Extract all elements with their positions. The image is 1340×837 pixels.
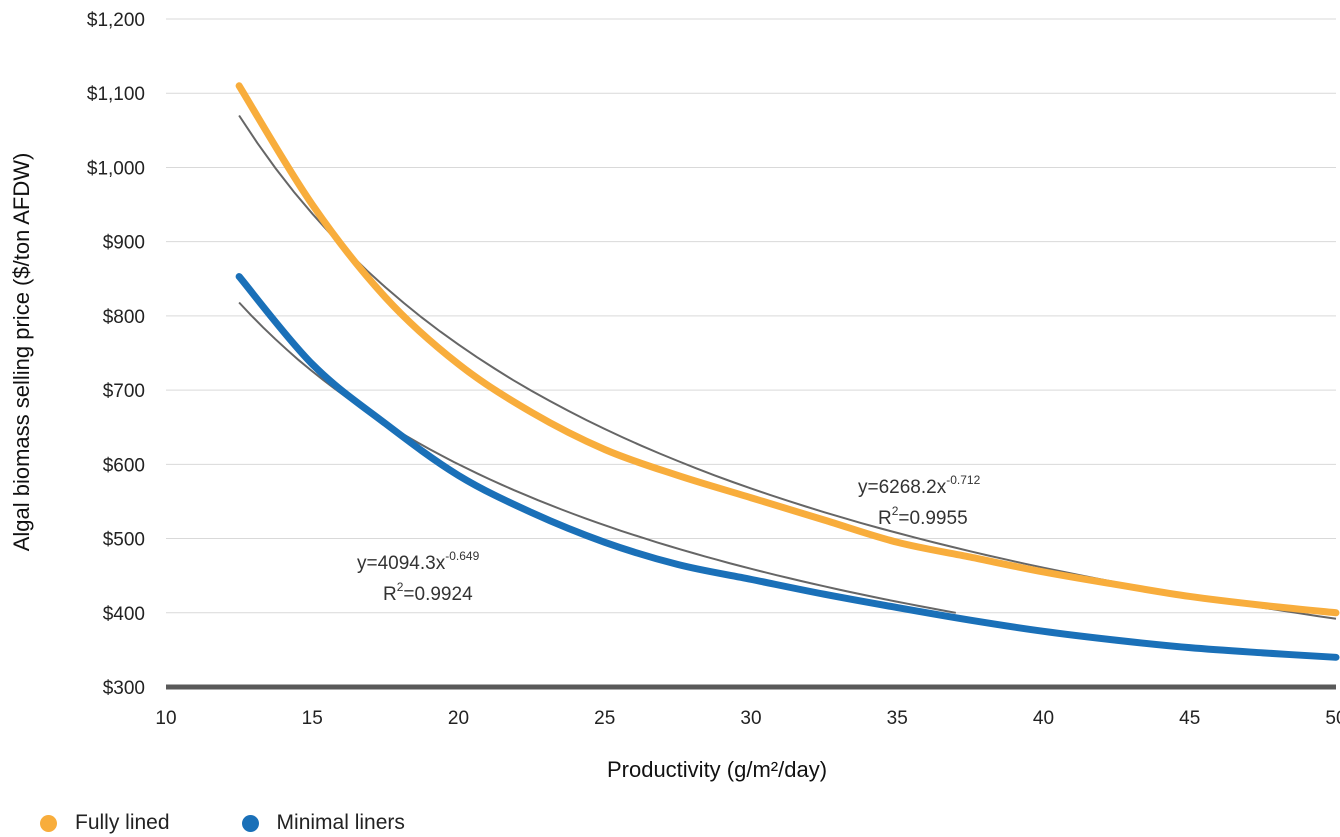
legend-item-minimal-liners: Minimal liners [241,811,405,835]
x-tick-label: 45 [1179,708,1200,729]
y-tick-label: $1,100 [87,84,145,105]
series-line-minimal-liners [235,273,1340,661]
y-axis-title: Algal biomass selling price ($/ton AFDW) [9,153,34,552]
gridlines [166,18,1336,614]
trend-equation-minimal-liners-base: y=4094.3x [357,553,446,574]
trend-equation-minimal-liners: y=4094.3x-0.649 [357,549,480,574]
series-line-fully-lined [235,82,1340,617]
x-tick-label: 20 [448,708,469,729]
x-tick-label: 50 [1325,708,1340,729]
y-tick-label: $300 [103,678,145,699]
trend-equation-fully-lined: y=6268.2x-0.712 [858,473,981,498]
legend-swatch-fully-lined [40,814,57,832]
trendlines [238,114,1337,620]
legend: Fully lined Minimal liners [40,810,477,836]
x-axis-tick-labels: 10 15 20 25 30 35 40 45 50 [155,708,1340,729]
trendline-0 [238,114,1337,620]
trend-r2-minimal-liners-sup: 2 [397,580,404,594]
series-lines [235,82,1340,661]
trend-r2-fully-lined: R2=0.9955 [878,504,968,529]
y-tick-label: $900 [103,233,145,254]
y-tick-label: $800 [103,307,145,328]
trend-r2-fully-lined-sup: 2 [892,504,899,518]
y-tick-label: $600 [103,455,145,476]
y-tick-label: $400 [103,604,145,625]
x-tick-label: 35 [887,708,908,729]
trend-r2-minimal-liners-value: =0.9924 [403,584,473,605]
legend-label-minimal-liners: Minimal liners [276,811,405,834]
trend-equation-fully-lined-base: y=6268.2x [858,477,947,498]
y-tick-label: $1,000 [87,158,145,179]
trendline-1 [238,301,956,614]
y-tick-label: $1,200 [87,10,145,31]
x-axis-title: Productivity (g/m²/day) [607,757,827,782]
trend-equation-fully-lined-exponent: -0.712 [946,473,980,487]
x-tick-label: 30 [740,708,761,729]
legend-label-fully-lined: Fully lined [75,811,170,834]
trend-r2-minimal-liners-label: R [383,584,397,605]
y-axis-tick-labels: $300 $400 $500 $600 $700 $800 $900 $1,000 $1,100… [87,10,145,699]
trend-r2-minimal-liners: R2=0.9924 [383,580,473,605]
y-tick-label: $500 [103,530,145,551]
trend-r2-fully-lined-value: =0.9955 [898,508,967,529]
x-tick-label: 15 [302,708,323,729]
trend-equation-minimal-liners-exponent: -0.649 [445,549,479,563]
y-tick-label: $700 [103,381,145,402]
trend-r2-fully-lined-label: R [878,508,892,529]
legend-item-fully-lined: Fully lined [40,811,170,835]
x-tick-label: 25 [594,708,615,729]
x-tick-label: 10 [155,708,176,729]
x-tick-label: 40 [1033,708,1054,729]
legend-swatch-minimal-liners [241,814,259,832]
